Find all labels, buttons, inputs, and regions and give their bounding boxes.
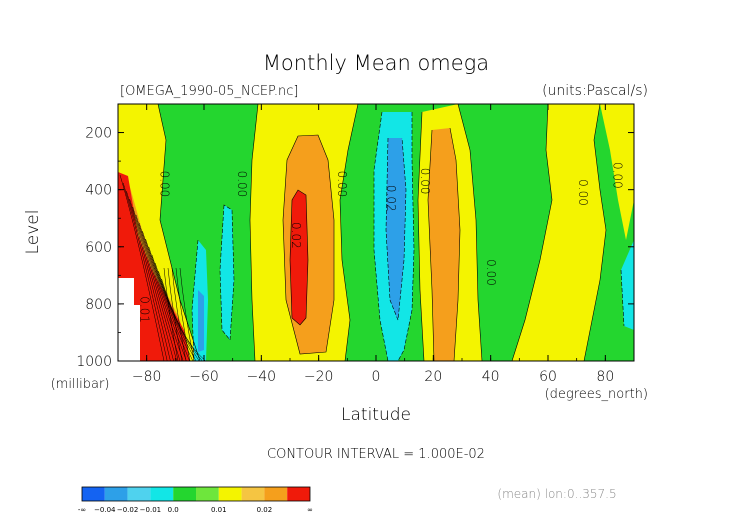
y-tick-label: 400: [85, 183, 112, 199]
colorbar-label: −0.02: [117, 506, 138, 514]
contour-line-dashed-2: [397, 112, 415, 361]
colorbar-swatch: [241, 487, 265, 501]
contour-line-9: [427, 129, 435, 361]
contour-labels: 0.00 0.00 0.02 0.00 0.02 0.00 0.00 0.00 0.00 0.01: [137, 162, 624, 323]
y-axis-title: Level: [23, 210, 43, 255]
dense-contour-line: [132, 206, 178, 361]
contour-line-dashed-5: [191, 239, 199, 361]
dense-contour-line: [161, 278, 206, 361]
colorbar-label: 0.01: [211, 506, 227, 514]
colorbar-swatch: [196, 487, 219, 501]
colorbar-label: -∞: [78, 506, 86, 514]
mean-note: (mean) lon:0..357.5: [497, 487, 616, 501]
x-axis-units: (degrees_north): [545, 387, 648, 402]
contour-label: 0.00: [610, 162, 624, 189]
contour-label: 0.00: [335, 171, 349, 198]
contour-label: 0.00: [418, 168, 432, 195]
contour-line-dashed-6: [620, 269, 625, 327]
colorbar-label: ∞: [307, 506, 313, 514]
dense-contour-line: [119, 174, 165, 361]
dense-contour-line: [142, 230, 187, 361]
contour-line-6: [583, 104, 607, 361]
dense-contours: [119, 174, 206, 361]
y-tick-label: 1000: [76, 354, 112, 370]
colorbar-label: 0.0: [168, 506, 179, 514]
contour-interval-text: CONTOUR INTERVAL = 1.000E-02: [267, 447, 485, 462]
dense-contour-line: [179, 267, 195, 361]
red-region-sh-subtropics: [290, 190, 308, 325]
yellow-region-nh-high-lat: [512, 104, 606, 361]
colorbar-swatch: [150, 487, 174, 501]
x-tick-label: −60: [189, 369, 219, 385]
x-tick-label: 0: [372, 369, 381, 385]
orange-region-nh-subtropics: [428, 128, 460, 361]
chart-title: Monthly Mean omega: [263, 51, 489, 75]
colorbar-swatch: [218, 487, 242, 501]
x-tick-label: 20: [424, 369, 442, 385]
dense-contour-line: [167, 267, 183, 361]
contour-field: [118, 104, 634, 361]
blue-region-equator: [386, 138, 406, 320]
cyan-region-arctic: [621, 240, 634, 330]
axes: −80 −60 −40 −20 0 20 40 60 80 200 400 600 800 1000: [76, 103, 635, 385]
x-tick-label: −40: [247, 369, 277, 385]
dense-contour-line: [163, 267, 179, 361]
contour-line-dashed-3: [385, 137, 407, 321]
colorbar-swatch: [82, 487, 105, 501]
x-tick-label: −80: [132, 369, 162, 385]
contour-label: 0.01: [137, 296, 151, 323]
dense-contour-line: [129, 198, 174, 361]
colorbar-swatch: [287, 487, 310, 501]
contour-line-3: [417, 111, 425, 361]
y-tick-label: 800: [85, 297, 112, 313]
blue-region-sh-storm: [198, 290, 204, 352]
contour-label: 0.00: [157, 171, 171, 198]
dense-contour-line: [151, 254, 197, 361]
contour-line-2: [339, 104, 359, 361]
units-label: (units:Pascal/s): [542, 83, 648, 99]
contour-line-5: [511, 104, 553, 361]
dense-contour-line: [171, 267, 187, 361]
colorbar-swatch: [173, 487, 196, 501]
y-tick-label: 200: [85, 126, 112, 142]
dense-contour-line: [175, 267, 191, 361]
contour-label: 0.02: [384, 185, 398, 212]
x-tick-label: 40: [482, 369, 500, 385]
contour-line-1: [249, 104, 259, 361]
colorbar-swatch: [104, 487, 128, 501]
colorbar-label: −0.04: [94, 506, 116, 514]
dense-contour-line: [126, 190, 171, 361]
below-ground-mask-2: [130, 305, 140, 361]
x-tick-label: −20: [304, 369, 334, 385]
dense-contour-line: [145, 238, 190, 361]
contour-line-dashed-1: [373, 111, 389, 361]
y-tick-label: 600: [85, 240, 112, 256]
colorbar-label: −0.01: [140, 506, 161, 514]
y-axis-units: (millibar): [51, 377, 110, 392]
dense-contour-line: [122, 182, 168, 361]
contour-line-4: [457, 104, 483, 361]
dense-contour-line: [138, 222, 184, 361]
cyan-region-sh-midlat: [220, 205, 234, 340]
contour-label: 0.00: [235, 171, 249, 198]
colorbar-swatch: [264, 487, 288, 501]
colorbar-label: 0.02: [257, 506, 273, 514]
contour-line-10: [449, 127, 461, 361]
contour-line-8: [289, 189, 309, 326]
colorbar: -∞ −0.04 −0.02 −0.01 0.0 0.01 0.02 ∞: [78, 486, 313, 514]
contour-label: 0.00: [484, 259, 498, 286]
colorbar-swatch: [127, 487, 151, 501]
file-label: [OMEGA_1990-05_NCEP.nc]: [120, 84, 298, 99]
dense-contour-line: [154, 262, 200, 361]
x-axis-title: Latitude: [341, 405, 411, 425]
x-tick-label: 80: [596, 369, 614, 385]
dense-contour-line: [148, 246, 194, 361]
colorbar-frame: [81, 486, 311, 502]
contour-label: 0.00: [576, 179, 590, 206]
yellow-region-arctic: [600, 104, 634, 240]
contour-line-7: [282, 134, 335, 355]
contour-label: 0.02: [289, 222, 303, 249]
x-tick-label: 60: [539, 369, 557, 385]
